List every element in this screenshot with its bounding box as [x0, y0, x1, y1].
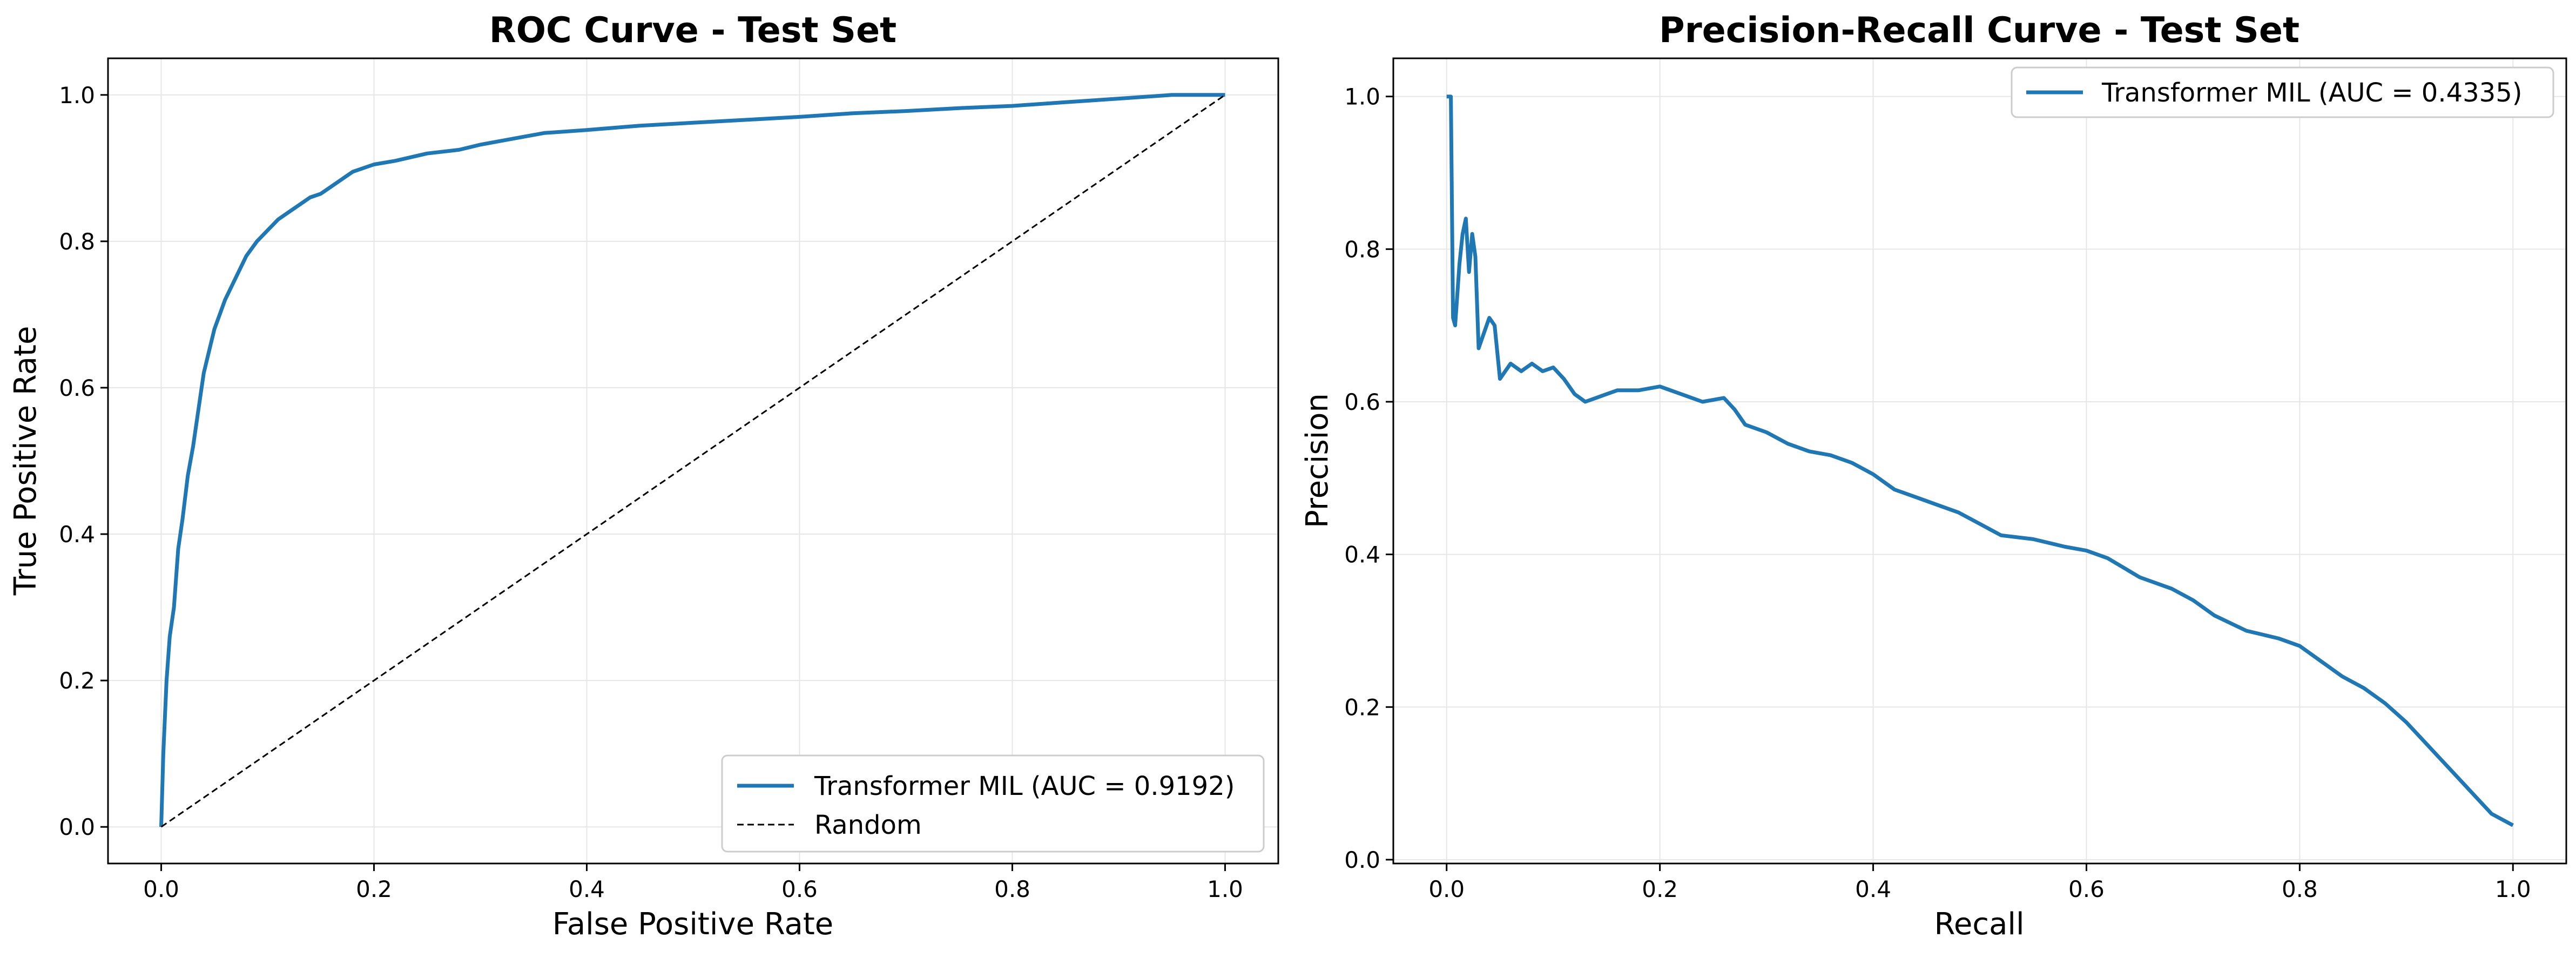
roc-y-axis-label: True Positive Rate — [8, 326, 43, 596]
roc-series-random-diagonal — [160, 94, 1226, 828]
roc-y-tick-label: 0.8 — [59, 228, 95, 255]
roc-panel: ROC Curve - Test Set 0.0 0.2 0.4 0.6 0.8 1.0 0… — [8, 10, 1279, 942]
roc-plot-frame — [107, 57, 1279, 865]
roc-y-tick-label: 0.4 — [59, 521, 95, 548]
roc-x-axis-label: False Positive Rate — [552, 907, 833, 942]
roc-y-tick-label: 0.2 — [59, 667, 95, 694]
pr-y-tick-label: 0.0 — [1344, 847, 1380, 873]
pr-x-tick-label: 0.6 — [2068, 876, 2105, 902]
pr-y-tick-label: 1.0 — [1344, 84, 1380, 110]
roc-x-tick-label: 0.4 — [569, 876, 605, 902]
pr-title: Precision-Recall Curve - Test Set — [1659, 10, 2299, 51]
pr-x-tick-label: 0.8 — [2282, 876, 2318, 902]
pr-x-axis-label: Recall — [1934, 907, 2024, 942]
roc-x-tick-label: 1.0 — [1207, 876, 1243, 902]
roc-y-tick-label: 1.0 — [59, 82, 95, 109]
pr-x-tick-label: 0.4 — [1855, 876, 1891, 902]
pr-y-axis-label: Precision — [1300, 393, 1335, 528]
roc-legend: Transformer MIL (AUC = 0.9192) Random — [721, 754, 1265, 853]
roc-legend-box — [721, 754, 1265, 853]
roc-legend-label-random: Random — [814, 810, 922, 840]
pr-y-tick-label: 0.4 — [1344, 542, 1380, 568]
pr-series-model-curve — [1446, 95, 2514, 827]
pr-panel: Precision-Recall Curve - Test Set 0.0 0.2… — [1300, 10, 2567, 942]
pr-x-tick-label: 1.0 — [2495, 876, 2531, 902]
pr-legend-label-model: Transformer MIL (AUC = 0.4335) — [2101, 78, 2522, 108]
roc-y-tick-label: 0.6 — [59, 375, 95, 401]
roc-y-tick-label: 0.0 — [59, 814, 95, 840]
roc-x-tick-label: 0.2 — [356, 876, 392, 902]
pr-legend: Transformer MIL (AUC = 0.4335) — [2011, 66, 2554, 118]
roc-x-tick-label: 0.0 — [143, 876, 179, 902]
pr-y-tick-label: 0.8 — [1344, 236, 1380, 262]
pr-plot-frame — [1392, 57, 2567, 865]
roc-title: ROC Curve - Test Set — [489, 10, 897, 51]
roc-legend-label-model: Transformer MIL (AUC = 0.9192) — [814, 771, 1235, 801]
pr-y-tick-label: 0.2 — [1344, 694, 1380, 720]
roc-x-tick-label: 0.8 — [994, 876, 1030, 902]
pr-legend-box — [2011, 66, 2554, 118]
roc-x-tick-label: 0.6 — [781, 876, 818, 902]
pr-x-tick-label: 0.2 — [1642, 876, 1678, 902]
pr-x-tick-label: 0.0 — [1428, 876, 1465, 902]
roc-series-model-curve — [159, 93, 1225, 827]
pr-y-tick-label: 0.6 — [1344, 389, 1380, 415]
